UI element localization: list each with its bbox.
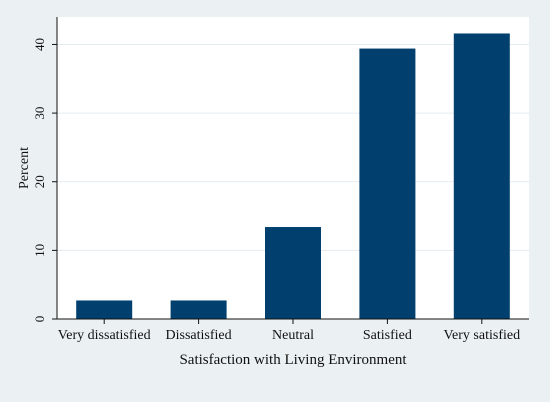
x-tick-label: Dissatisfied	[166, 328, 232, 343]
y-tick-label: 10	[32, 244, 47, 257]
y-tick-label: 0	[32, 316, 47, 323]
x-tick-label: Very satisfied	[444, 328, 521, 343]
y-tick-label: 30	[32, 107, 47, 120]
x-axis-label: Satisfaction with Living Environment	[179, 352, 407, 368]
x-tick-label: Neutral	[272, 328, 314, 343]
bar	[453, 33, 510, 320]
x-tick-label: Very dissatisfied	[58, 328, 151, 343]
y-tick-label: 20	[32, 175, 47, 188]
bar	[170, 300, 227, 319]
y-axis-label: Percent	[17, 147, 32, 189]
y-tick-label: 40	[32, 38, 47, 51]
y-axis-ticks: 0 10 20 30 40	[32, 38, 57, 322]
x-tick-label: Satisfied	[363, 328, 412, 343]
bar	[76, 300, 133, 319]
bars	[76, 33, 510, 320]
bar	[359, 48, 416, 320]
x-axis-ticks: Very dissatisfied Dissatisfied Neutral Sati…	[58, 319, 520, 343]
bar	[265, 227, 321, 319]
